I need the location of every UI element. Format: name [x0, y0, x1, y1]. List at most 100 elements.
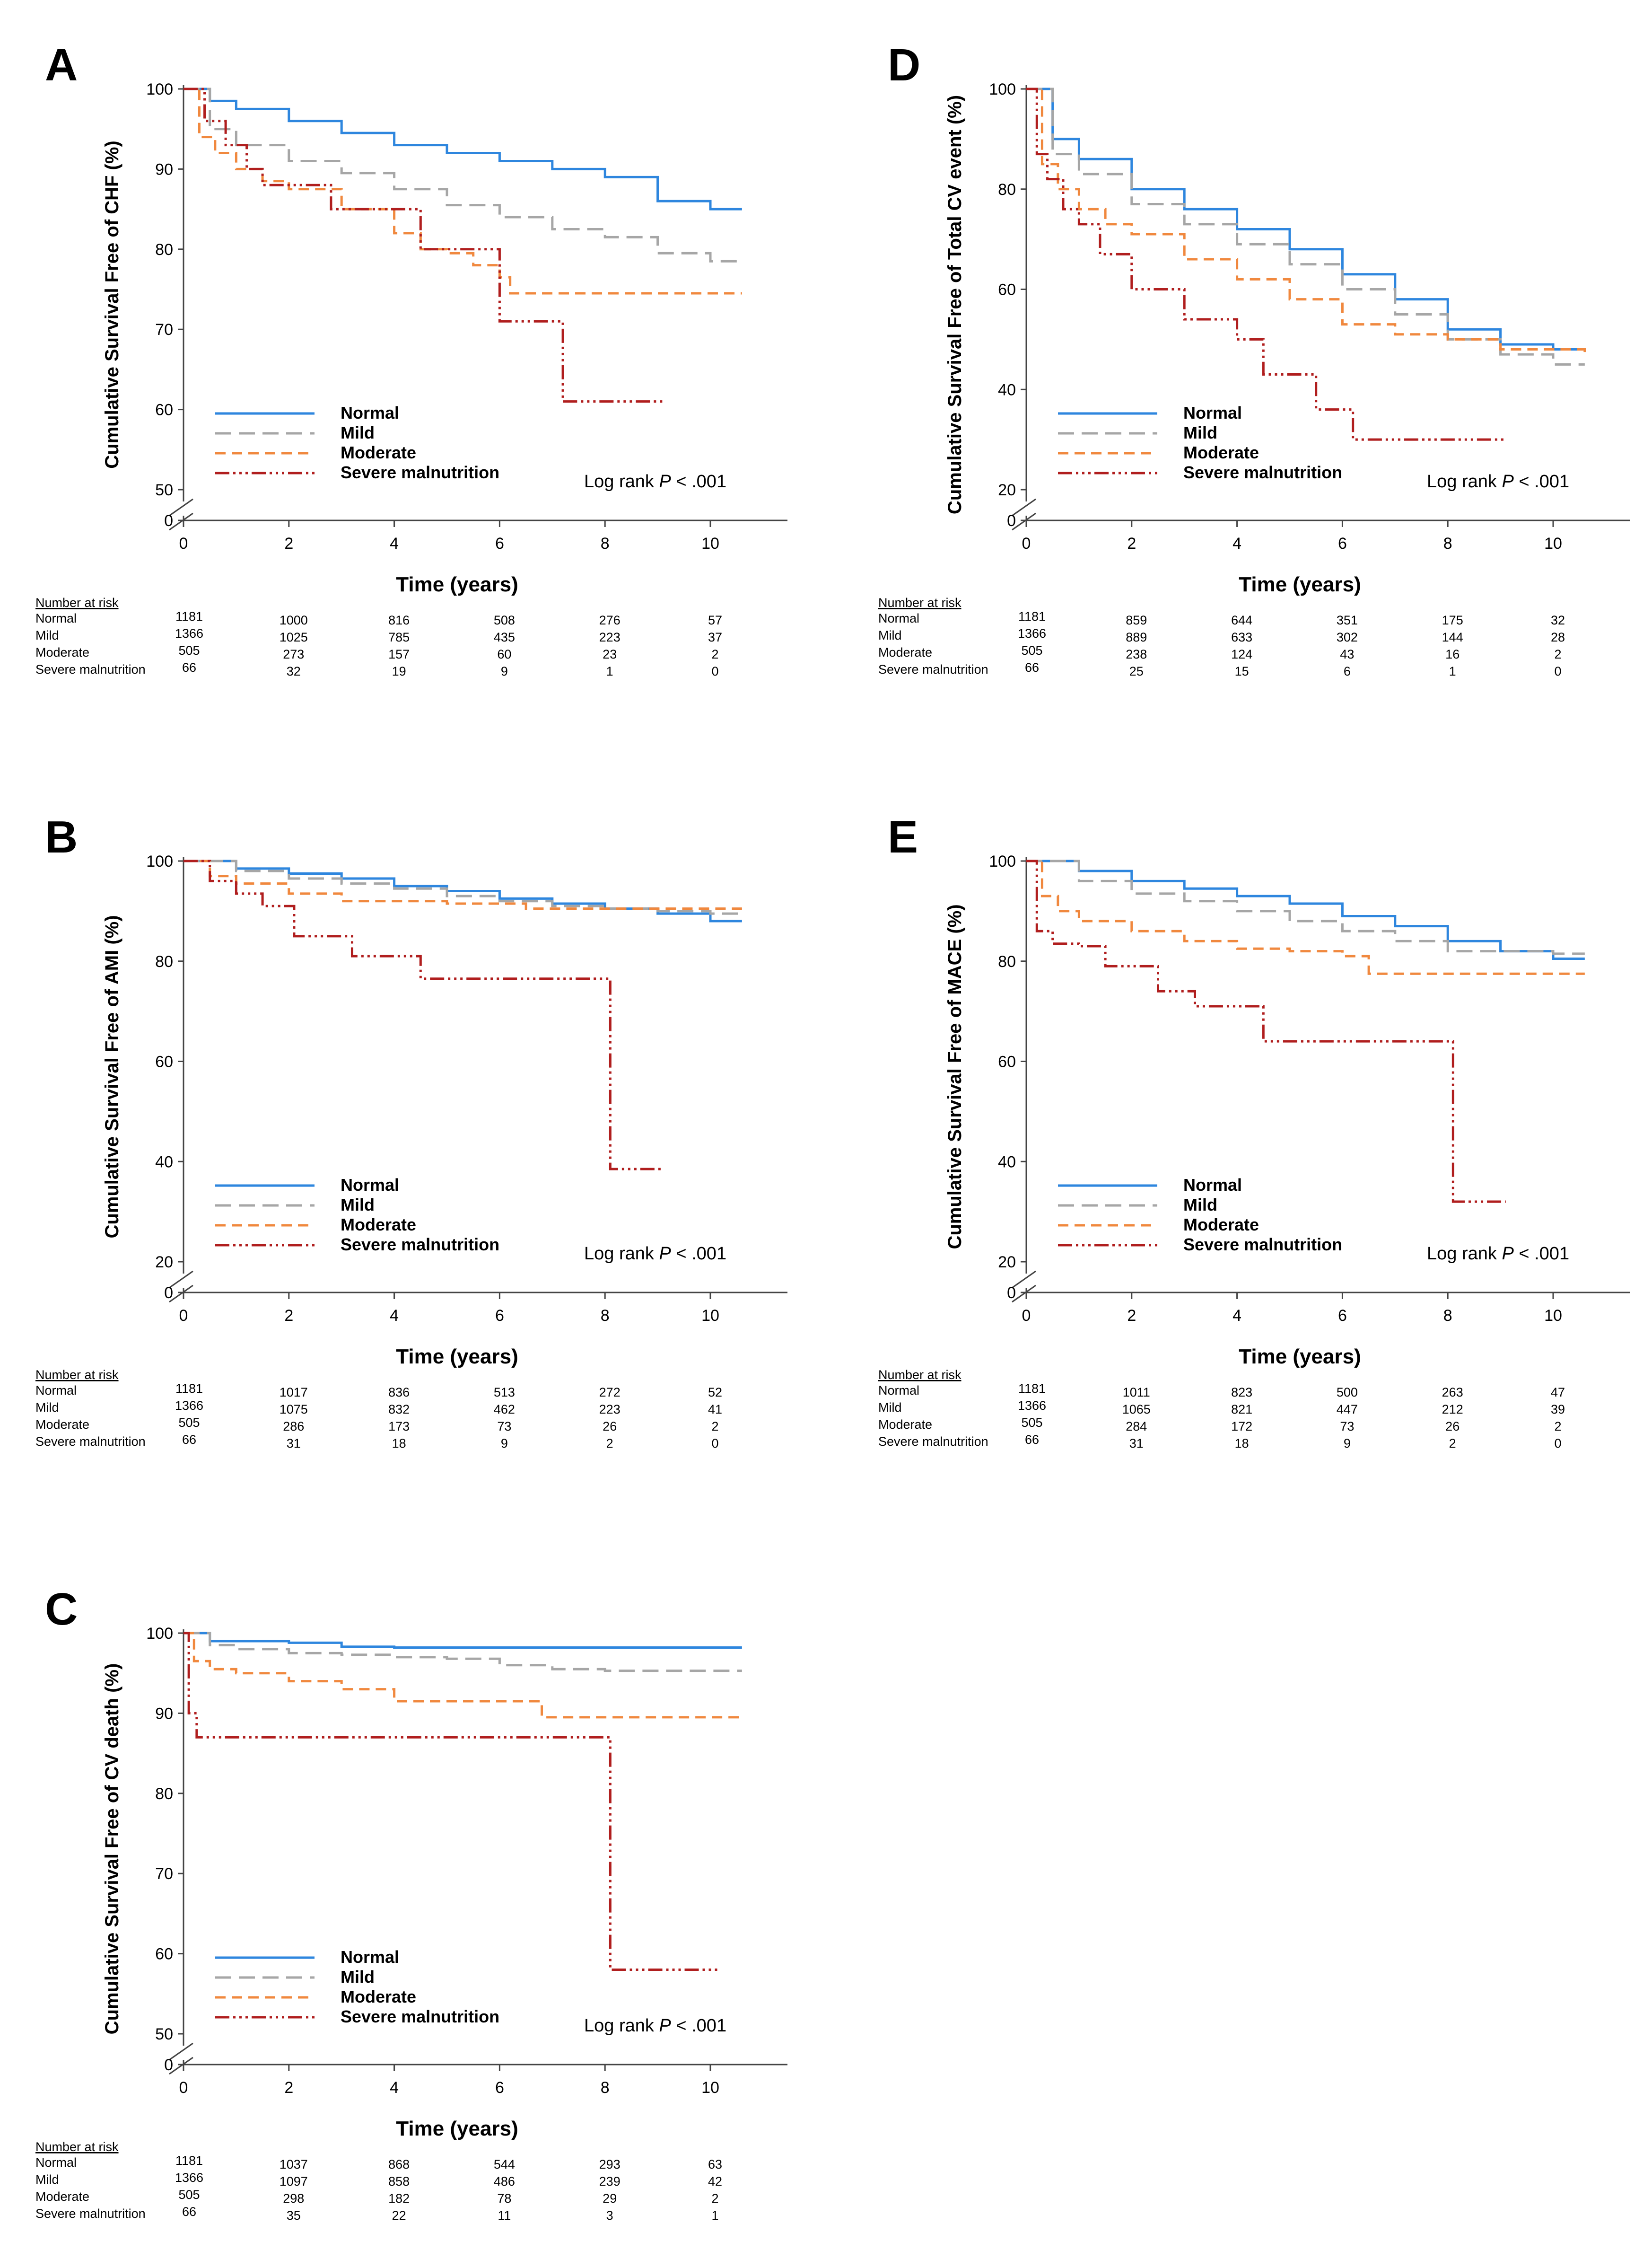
risk-cell: 32 [1551, 613, 1565, 627]
risk-row-label: Normal [35, 2155, 77, 2170]
risk-cell: 505 [178, 2188, 200, 2202]
risk-cell: 1366 [175, 1398, 203, 1413]
series-line-severe-malnutrition [1026, 88, 1506, 441]
axis-break-mark [169, 2042, 193, 2061]
series-line-moderate [1026, 88, 1586, 355]
risk-cell: 31 [287, 1436, 301, 1450]
risk-cell: 175 [1442, 613, 1463, 627]
risk-cell: 284 [1126, 1419, 1147, 1433]
y-axis-label: Cumulative Survival Free of MACE (%) [944, 904, 965, 1249]
risk-cell: 505 [178, 1415, 200, 1430]
legend-label-normal: Normal [341, 1175, 399, 1195]
y-tick-label: 0 [164, 2056, 173, 2074]
risk-cell: 223 [599, 1402, 621, 1416]
legend-label-mild: Mild [341, 1195, 375, 1214]
risk-cell: 1181 [1018, 1381, 1046, 1396]
risk-table-title: Number at risk [35, 596, 119, 610]
risk-cell: 1097 [280, 2174, 308, 2189]
risk-cell: 544 [494, 2157, 515, 2171]
y-tick-label: 90 [155, 160, 173, 178]
risk-row-label: Mild [35, 1400, 59, 1415]
y-tick-label: 40 [998, 381, 1016, 399]
risk-cell: 1181 [175, 609, 203, 624]
y-tick-label: 20 [155, 1253, 173, 1271]
x-tick-label: 10 [701, 1307, 719, 1325]
x-tick-label: 8 [601, 2079, 610, 2097]
risk-cell: 1065 [1122, 1402, 1151, 1416]
legend-label-severe-malnutrition: Severe malnutrition [341, 1235, 499, 1254]
risk-cell: 18 [392, 1436, 406, 1450]
y-tick-label: 0 [164, 1284, 173, 1302]
risk-cell: 47 [1551, 1385, 1565, 1399]
risk-cell: 2 [711, 2191, 718, 2206]
risk-cell: 32 [287, 664, 301, 678]
y-tick-label: 80 [155, 241, 173, 259]
x-axis-label: Time (years) [396, 2117, 518, 2140]
axis-break-mark [1012, 1270, 1036, 1289]
risk-cell: 173 [388, 1419, 410, 1433]
x-tick-label: 6 [495, 2079, 504, 2097]
risk-cell: 16 [1445, 647, 1460, 661]
series-line-severe-malnutrition [184, 860, 663, 1170]
risk-cell: 1366 [1018, 626, 1046, 641]
risk-cell: 9 [1344, 1436, 1351, 1450]
x-tick-label: 10 [701, 535, 719, 553]
y-axis-label: Cumulative Survival Free of AMI (%) [102, 915, 122, 1238]
axis-break-mark [1012, 512, 1036, 531]
axis-break-mark [169, 1270, 193, 1289]
risk-cell: 1 [1449, 664, 1456, 678]
risk-cell: 1181 [175, 2154, 203, 2168]
x-axis-label: Time (years) [1239, 1345, 1361, 1368]
risk-cell: 3 [606, 2208, 613, 2223]
x-tick-label: 0 [179, 2079, 188, 2097]
risk-cell: 2 [1554, 1419, 1561, 1433]
legend-label-moderate: Moderate [341, 1987, 416, 2006]
x-tick-label: 4 [1232, 1307, 1241, 1325]
x-axis-label: Time (years) [1239, 573, 1361, 596]
y-tick-label: 0 [164, 512, 173, 530]
y-tick-label: 90 [155, 1705, 173, 1723]
risk-cell: 2 [606, 1436, 613, 1450]
risk-cell: 239 [599, 2174, 621, 2189]
risk-cell: 41 [708, 1402, 722, 1416]
risk-cell: 11 [498, 2208, 511, 2223]
risk-cell: 73 [497, 1419, 511, 1433]
y-tick-label: 80 [998, 953, 1016, 971]
x-tick-label: 2 [1127, 535, 1136, 553]
risk-cell: 15 [1235, 664, 1249, 678]
y-axis-label: Cumulative Survival Free of Total CV eve… [944, 95, 965, 514]
risk-cell: 644 [1231, 613, 1252, 627]
log-rank-text: Log rank P < .001 [584, 1244, 726, 1264]
series-line-mild [184, 88, 742, 263]
series-line-normal [1026, 88, 1585, 351]
risk-row-label: Severe malnutrition [35, 662, 146, 677]
x-tick-label: 4 [1232, 535, 1241, 553]
risk-table-title: Number at risk [878, 1368, 961, 1382]
risk-row-label: Normal [878, 611, 919, 625]
log-rank-text: Log rank P < .001 [1427, 1244, 1569, 1264]
risk-row-label: Mild [878, 628, 902, 642]
risk-cell: 505 [1021, 643, 1042, 658]
y-tick-label: 20 [998, 1253, 1016, 1271]
series-line-moderate [184, 88, 742, 295]
series-line-normal [184, 88, 742, 211]
risk-cell: 785 [388, 630, 410, 644]
y-tick-label: 50 [155, 481, 173, 499]
risk-cell: 633 [1231, 630, 1252, 644]
risk-row-label: Severe malnutrition [35, 2206, 146, 2221]
risk-cell: 868 [388, 2157, 410, 2171]
axis-break-mark [1012, 498, 1036, 517]
risk-cell: 157 [388, 647, 410, 661]
risk-cell: 1366 [175, 626, 203, 641]
x-tick-label: 4 [390, 535, 399, 553]
x-tick-label: 6 [1338, 535, 1347, 553]
risk-row-label: Severe malnutrition [35, 1434, 146, 1449]
risk-cell: 1011 [1123, 1385, 1150, 1399]
risk-cell: 273 [283, 647, 304, 661]
chart-panel-c: C Cumulative Survival Free of CV death (%… [35, 1584, 787, 2223]
series-line-severe-malnutrition [184, 1632, 721, 1971]
y-tick-label: 50 [155, 2025, 173, 2043]
y-tick-label: 70 [155, 321, 173, 339]
x-tick-label: 10 [701, 2079, 719, 2097]
